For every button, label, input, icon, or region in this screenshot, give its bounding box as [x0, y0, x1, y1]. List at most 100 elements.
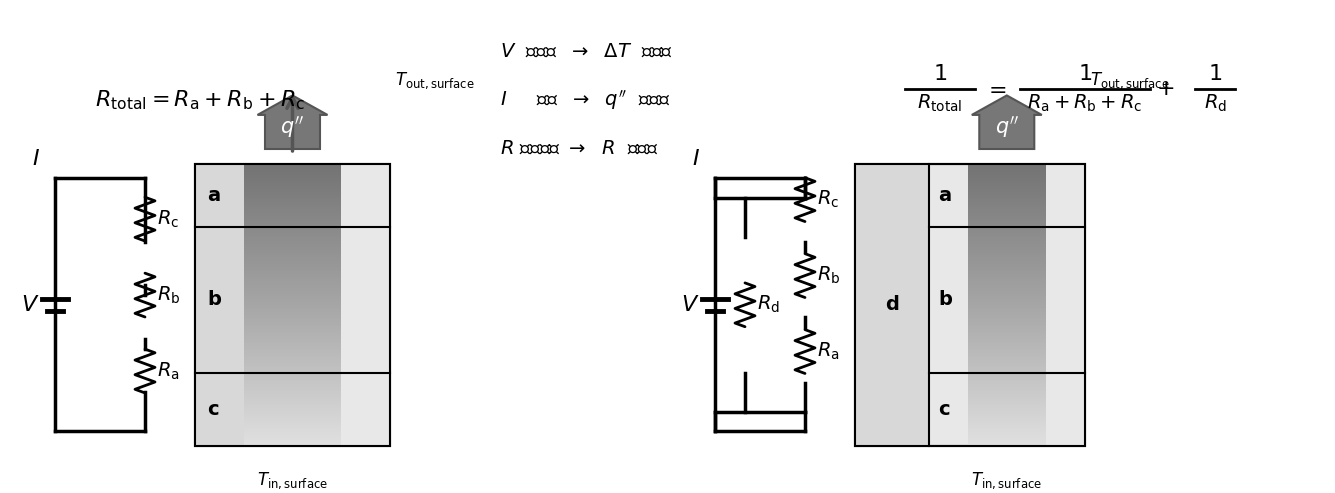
Bar — [968, 254, 1045, 255]
Bar — [968, 405, 1045, 406]
Bar — [968, 305, 1045, 306]
Bar — [244, 226, 342, 227]
Bar — [244, 350, 342, 352]
Bar — [244, 433, 342, 435]
Bar — [244, 271, 342, 272]
Bar — [244, 299, 342, 301]
Bar — [244, 427, 342, 429]
Bar — [968, 349, 1045, 350]
Bar — [244, 169, 342, 171]
Bar — [244, 198, 342, 199]
Bar — [968, 230, 1045, 231]
Bar — [968, 344, 1045, 346]
Bar — [968, 375, 1045, 377]
Text: $R_\mathrm{a}$: $R_\mathrm{a}$ — [817, 341, 840, 362]
Text: $q''$: $q''$ — [280, 114, 304, 140]
Bar — [244, 419, 342, 421]
Bar — [968, 308, 1045, 309]
Bar — [244, 205, 342, 206]
Bar — [244, 404, 342, 405]
Text: $R_\mathrm{d}$: $R_\mathrm{d}$ — [757, 294, 780, 316]
Bar — [968, 291, 1045, 292]
Bar — [244, 322, 342, 323]
Bar — [244, 195, 342, 196]
Bar — [244, 219, 342, 220]
Bar — [244, 301, 342, 302]
Bar — [244, 265, 342, 267]
Bar — [968, 199, 1045, 200]
Bar — [968, 267, 1045, 268]
Bar — [968, 220, 1045, 221]
Bar — [968, 371, 1045, 373]
Bar — [244, 405, 342, 406]
Bar — [968, 177, 1045, 179]
Bar — [244, 224, 342, 226]
Bar — [244, 377, 342, 378]
Bar — [195, 164, 244, 446]
Bar — [244, 295, 342, 296]
Bar — [244, 371, 342, 373]
Bar — [244, 418, 342, 419]
Bar — [968, 214, 1045, 216]
Text: $T_\mathrm{out,surface}$: $T_\mathrm{out,surface}$ — [1089, 70, 1169, 91]
Bar — [968, 275, 1045, 277]
Bar — [244, 429, 342, 430]
Bar — [244, 344, 342, 346]
Bar — [244, 378, 342, 380]
Bar — [968, 295, 1045, 296]
Bar — [244, 358, 342, 360]
Bar — [854, 164, 929, 446]
Bar — [968, 435, 1045, 436]
Bar — [244, 386, 342, 387]
Bar — [244, 229, 342, 230]
Bar — [244, 267, 342, 268]
Bar — [244, 252, 342, 254]
Bar — [968, 195, 1045, 196]
Bar — [968, 408, 1045, 409]
Bar — [968, 226, 1045, 227]
Bar — [968, 394, 1045, 395]
Bar — [244, 192, 342, 193]
Bar — [968, 432, 1045, 433]
Text: $=$: $=$ — [984, 77, 1007, 100]
Bar — [968, 241, 1045, 243]
Bar — [1045, 164, 1085, 446]
Bar — [968, 213, 1045, 214]
Bar — [968, 192, 1045, 193]
Bar — [244, 317, 342, 319]
Bar — [968, 272, 1045, 274]
Bar — [244, 423, 342, 425]
Bar — [968, 258, 1045, 260]
Bar — [244, 286, 342, 288]
Bar — [244, 216, 342, 217]
Text: d: d — [885, 295, 898, 315]
Bar — [968, 401, 1045, 402]
Text: a: a — [207, 186, 220, 205]
Bar — [244, 174, 342, 175]
Bar — [968, 399, 1045, 401]
Text: $q''$: $q''$ — [995, 114, 1019, 140]
Bar — [968, 411, 1045, 412]
Text: $R_\mathrm{b}$: $R_\mathrm{b}$ — [158, 284, 180, 306]
Bar — [244, 272, 342, 274]
Bar — [968, 374, 1045, 375]
Bar — [244, 223, 342, 224]
Bar — [968, 299, 1045, 301]
Bar — [244, 247, 342, 248]
Text: b: b — [207, 290, 220, 310]
Text: a: a — [939, 186, 952, 205]
Bar — [968, 388, 1045, 389]
Bar — [244, 399, 342, 401]
Bar — [968, 165, 1045, 167]
Bar — [968, 383, 1045, 384]
Bar — [244, 254, 342, 255]
Bar — [244, 270, 342, 271]
Bar — [968, 381, 1045, 383]
Bar — [342, 164, 390, 446]
Bar — [968, 332, 1045, 333]
Bar — [244, 171, 342, 172]
Bar — [244, 183, 342, 185]
Bar — [244, 346, 342, 347]
Bar — [244, 332, 342, 333]
Bar — [244, 425, 342, 426]
